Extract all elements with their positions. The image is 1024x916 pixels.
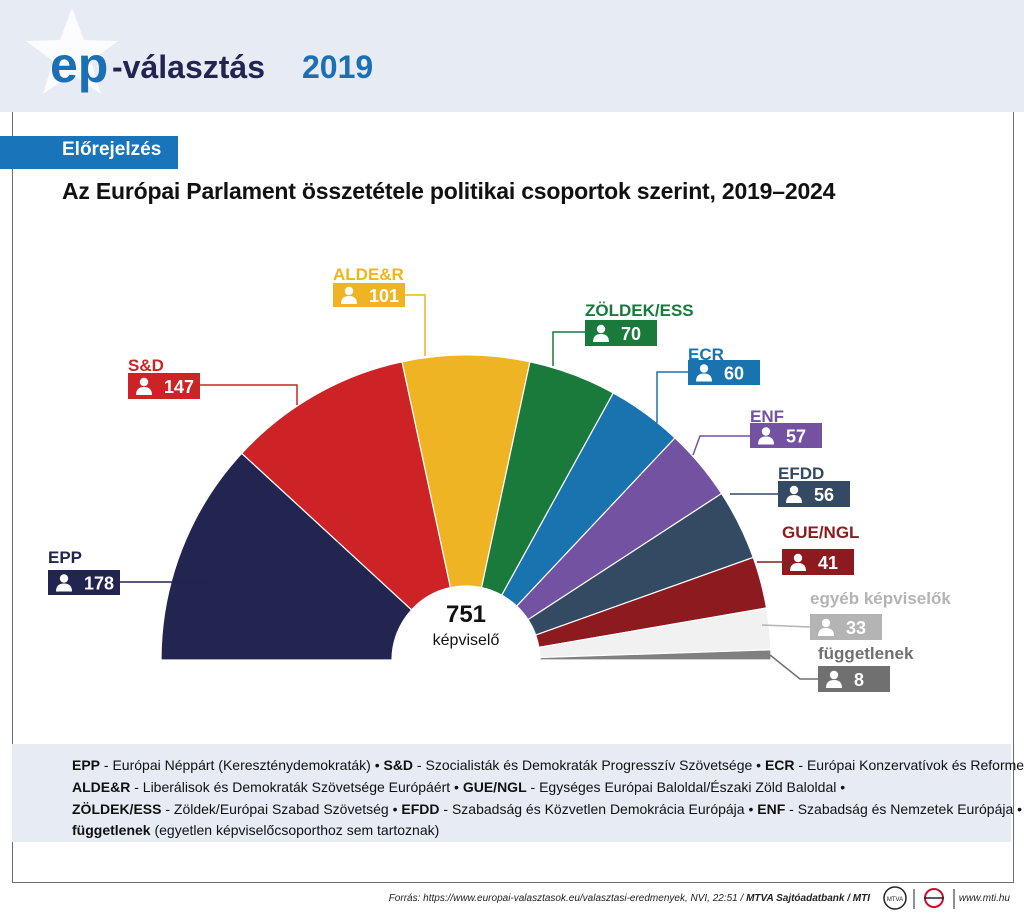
series-value-label: 33 <box>846 618 866 638</box>
star-icon <box>26 8 118 94</box>
legend-desc: - Egységes Európai Baloldal/Északi Zöld … <box>526 779 846 795</box>
seat-segment <box>160 452 413 661</box>
leader-line <box>405 294 426 356</box>
logo-text: -választás <box>112 49 265 85</box>
series-name-label: ZÖLDEK/ESS <box>585 301 694 320</box>
mtva-logo-icon <box>883 886 907 910</box>
content-frame <box>12 112 1014 883</box>
series-name-label: ALDE&R <box>333 265 404 284</box>
legend-abbr: GUE/NGL <box>462 779 527 795</box>
leader-line <box>200 384 298 405</box>
series-name-label: GUE/NGL <box>782 523 859 542</box>
seat-segment <box>539 649 772 661</box>
legend-line-4: függetlenek (egyetlen képviselőcsoportho… <box>72 822 439 838</box>
legend-desc: - Szocialisták és Demokraták Progresszív… <box>413 757 765 773</box>
legend-abbr: S&D <box>383 757 414 773</box>
series-name-label: függetlenek <box>818 644 914 663</box>
person-icon <box>136 377 152 395</box>
person-icon <box>696 364 712 382</box>
person-icon <box>790 553 806 571</box>
footer-logos: MTVA <box>883 886 955 910</box>
legend-line-3: ZÖLDEK/ESS - Zöldek/Európai Szabad Szöve… <box>72 801 1022 817</box>
person-icon <box>56 574 72 592</box>
header-graphic: ep -választás 2019 <box>26 8 373 94</box>
website-link[interactable]: www.mti.hu <box>958 893 1010 904</box>
legend-abbr: EPP <box>72 757 101 773</box>
total-value: 751 <box>446 601 486 628</box>
leader-line <box>692 435 750 456</box>
series-value-label: 56 <box>814 485 834 505</box>
legend-line-1: EPP - Európai Néppárt (Kereszténydemokra… <box>72 757 1024 773</box>
legend-desc: - Szabadság és Közvetlen Demokrácia Euró… <box>439 801 758 817</box>
forecast-badge <box>0 136 178 169</box>
logo-ep: ep <box>50 37 108 93</box>
legend-desc: (egyetlen képviselőcsoporthoz sem tartoz… <box>150 822 440 838</box>
series-name-label: S&D <box>128 356 164 375</box>
series-value-label: 147 <box>164 377 194 397</box>
forecast-badge-text: Előrejelzés <box>62 139 162 160</box>
leader-line <box>552 331 585 366</box>
series-name-label: ENF <box>750 407 784 426</box>
source-text: Forrás: https://www.europai-valasztasok.… <box>389 893 870 904</box>
mtva-logo-text: MTVA <box>887 897 903 903</box>
legend-desc: - Szabadság és Nemzetek Európája • <box>785 801 1023 817</box>
legend-abbr: ALDE&R <box>72 779 131 795</box>
header-banner: ep -választás 2019 <box>0 0 1024 112</box>
series-value-label: 101 <box>369 286 399 306</box>
person-icon <box>593 324 609 342</box>
legend-desc: - Zöldek/Európai Szabad Szövetség • <box>161 801 402 817</box>
series-name-label: ECR <box>688 345 724 364</box>
legend-abbr: ZÖLDEK/ESS <box>72 801 162 817</box>
person-icon <box>826 670 842 688</box>
person-icon <box>341 286 357 304</box>
seat-segment <box>240 361 452 611</box>
series-value-label: 8 <box>854 670 864 690</box>
total-label: képviselő <box>433 632 500 649</box>
series-value-label: 60 <box>724 364 744 384</box>
series-name-label: EFDD <box>778 464 824 483</box>
person-icon <box>758 427 774 445</box>
series-value-label: 57 <box>786 427 806 447</box>
person-icon <box>818 618 834 636</box>
legend-abbr: EFDD <box>401 801 440 817</box>
legend-abbr: függetlenek <box>72 822 151 838</box>
leader-line <box>769 654 818 680</box>
series-value-label: 41 <box>818 553 838 573</box>
chart-title: Az Európai Parlament összetétele politik… <box>62 178 836 204</box>
legend-desc: - Európai Konzervatívok és Reformerek <box>794 757 1024 773</box>
legend-desc: - Európai Néppárt (Kereszténydemokraták)… <box>100 757 384 773</box>
legend-desc: - Liberálisok és Demokraták Szövetsége E… <box>130 779 463 795</box>
legend-box: EPP - Európai Néppárt (Kereszténydemokra… <box>12 744 1024 842</box>
logo-year: 2019 <box>302 49 373 85</box>
person-icon <box>786 485 802 503</box>
series-name-label: egyéb képviselők <box>810 589 951 608</box>
legend-abbr: ECR <box>764 757 795 773</box>
series-value-label: 178 <box>84 574 114 594</box>
source-bold: MTVA Sajtóadatbank / MTI <box>746 893 870 904</box>
leader-line <box>761 624 811 628</box>
series-name-label: EPP <box>48 548 82 567</box>
legend-abbr: ENF <box>757 801 786 817</box>
leader-line <box>656 371 688 423</box>
legend-line-2: ALDE&R - Liberálisok és Demokraták Szöve… <box>72 779 845 795</box>
source-prefix: Forrás: https://www.europai-valasztasok.… <box>388 893 747 904</box>
series-value-label: 70 <box>621 324 641 344</box>
